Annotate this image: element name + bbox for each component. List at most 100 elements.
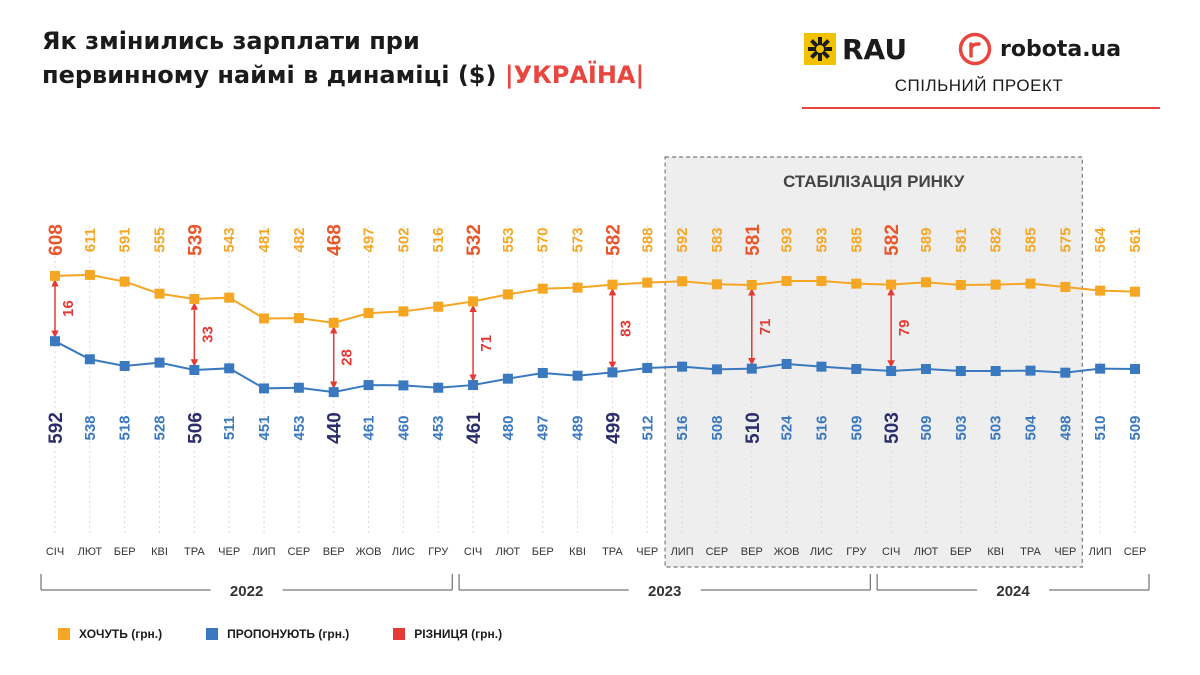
data-label-offer: 503 [882,412,903,444]
title-line-1: Як змінились зарплати при [42,27,420,55]
data-label-want: 539 [185,224,206,256]
legend-label-offer: ПРОПОНУЮТЬ (грн.) [227,627,350,641]
data-label-want: 481 [256,227,273,252]
month-tick-label: КВІ [987,546,1004,558]
difference-label: 83 [617,320,634,337]
data-point-want [746,279,757,290]
data-label-offer: 497 [535,415,552,440]
data-point-offer [1095,363,1106,374]
data-point-offer [920,363,931,374]
month-tick-label: СЕР [288,546,311,558]
year-bracket: 2022 [40,574,453,600]
month-tick-label: БЕР [950,546,972,558]
data-point-offer [119,360,130,371]
data-label-offer: 538 [82,415,99,440]
month-tick-label: ВЕР [323,546,345,558]
data-point-want [1130,286,1140,297]
data-point-want [259,313,270,324]
month-tick-label: ЖОВ [356,546,382,558]
data-label-offer: 512 [639,415,656,440]
data-point-offer [433,382,444,393]
month-tick-label: ВЕР [741,546,763,558]
series-line-offer [54,340,1136,394]
month-tick-label: ЛЮТ [914,546,939,558]
data-point-want [711,279,722,290]
legend-swatch-want [58,628,70,640]
data-point-offer [328,387,339,398]
data-point-want [607,279,618,290]
data-point-offer [468,380,479,391]
data-label-offer: 509 [1127,415,1144,440]
data-label-want: 588 [639,227,656,252]
rau-logo: RAU [804,30,907,68]
data-point-want [224,292,235,303]
legend-swatch-offer [206,628,219,640]
data-label-offer: 524 [779,415,796,441]
data-label-want: 468 [325,224,346,256]
difference-label: 79 [896,319,913,336]
data-point-want [920,277,931,288]
chart-legend: ХОЧУТЬ (грн.) ПРОПОНУЮТЬ (грн.) РІЗНИЦЯ … [58,627,546,641]
data-point-offer [224,363,235,374]
data-label-want: 482 [291,227,308,252]
difference-label: 71 [757,318,774,335]
month-tick-label: ТРА [1020,546,1041,558]
data-label-want: 532 [464,224,485,256]
data-label-offer: 503 [988,415,1005,440]
data-label-offer: 460 [395,415,412,440]
data-label-want: 585 [848,227,865,252]
month-tick-label: КВІ [151,546,168,558]
month-tick-label: ЛЮТ [496,546,521,558]
data-point-want [50,270,60,281]
legend-item-offer: ПРОПОНУЮТЬ (грн.) [206,627,349,641]
legend-item-want: ХОЧУТЬ (грн.) [58,627,162,641]
year-bracket: 2023 [458,574,871,600]
data-point-offer [293,382,304,393]
title-separator-left: | [504,61,514,89]
month-tick-label: СЕР [706,546,729,558]
data-point-offer [642,362,653,373]
month-tick-label: СІЧ [464,546,482,558]
data-label-offer: 453 [430,415,447,440]
data-label-offer: 499 [603,412,624,444]
data-label-offer: 518 [117,415,134,440]
data-point-want [851,278,862,289]
month-tick-label: ЖОВ [774,546,800,558]
data-point-want [189,294,200,305]
month-tick-label: ЧЕР [218,546,240,558]
year-label: 2024 [996,583,1030,600]
data-point-offer [851,363,862,374]
month-tick-label: ЧЕР [1054,546,1076,558]
data-point-want [84,269,95,280]
data-point-offer [816,361,827,372]
stabilization-region [664,156,1083,568]
data-label-offer: 509 [848,415,865,440]
data-label-offer: 510 [1092,415,1109,440]
data-label-offer: 510 [743,412,764,444]
data-label-want: 582 [882,224,903,256]
data-label-want: 611 [82,228,99,252]
partner-label: СПІЛЬНИЙ ПРОЕКТ [894,76,1064,95]
month-tick-label: КВІ [569,546,586,558]
data-point-offer [607,367,618,378]
month-tick-label: БЕР [532,546,554,558]
data-point-want [154,288,165,299]
data-label-want: 585 [1022,227,1039,252]
data-point-offer [537,368,548,379]
data-label-want: 583 [709,227,726,252]
data-label-want: 553 [500,227,517,252]
legend-swatch-diff [393,628,406,640]
data-label-want: 575 [1057,227,1074,252]
data-label-offer: 461 [464,412,485,444]
data-point-offer [50,336,60,347]
data-label-offer: 511 [221,416,238,440]
data-label-offer: 461 [361,415,378,440]
data-point-offer [990,365,1001,376]
data-point-want [886,279,897,290]
data-label-offer: 480 [500,415,517,440]
month-tick-label: СІЧ [882,546,900,558]
month-tick-label: ТРА [602,546,623,558]
data-label-want: 543 [221,227,238,252]
data-label-want: 555 [152,227,169,252]
